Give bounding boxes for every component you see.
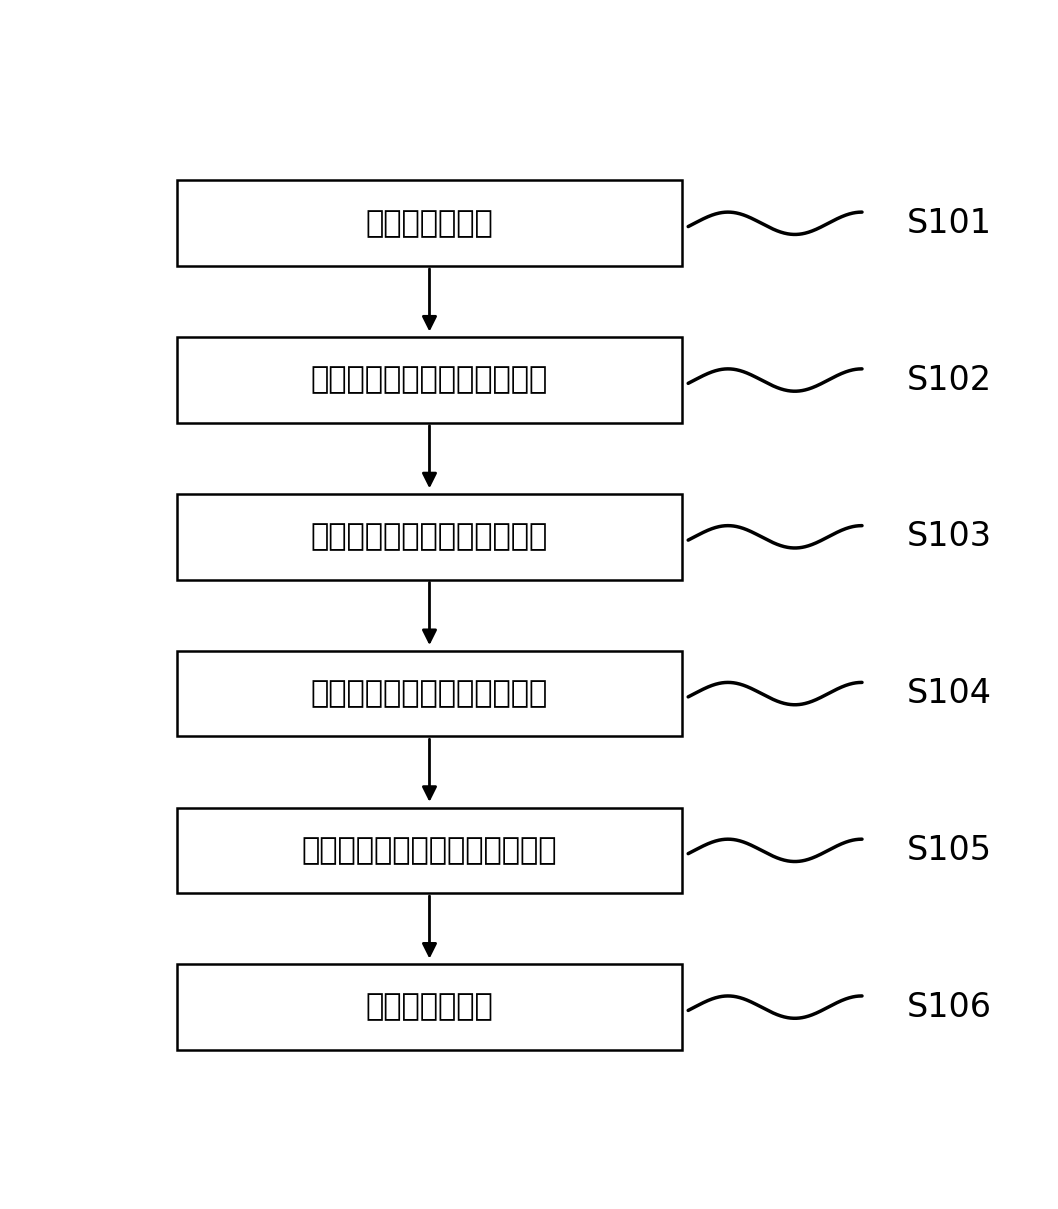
Text: 将烘烤后的基底进行匀胶处理: 将烘烤后的基底进行匀胶处理 [311, 365, 548, 394]
Bar [178, 808, 681, 893]
Text: S106: S106 [907, 990, 992, 1024]
Text: S104: S104 [907, 677, 992, 710]
Text: S102: S102 [907, 364, 992, 397]
Text: S105: S105 [907, 834, 992, 867]
Bar [178, 337, 681, 423]
Bar [178, 494, 681, 579]
Text: S103: S103 [907, 520, 992, 554]
Text: 对曙光后的基底进行曙光后烘: 对曙光后的基底进行曙光后烘 [311, 679, 548, 708]
Text: 对匀胶后的基底进行曙光处理: 对匀胶后的基底进行曙光处理 [311, 522, 548, 551]
Bar [178, 965, 681, 1049]
Text: 对基底进行烘烤: 对基底进行烘烤 [366, 209, 493, 238]
Text: 对曙光后烘的基底进行静置冷却: 对曙光后烘的基底进行静置冷却 [302, 835, 558, 864]
Bar [178, 180, 681, 266]
Bar [178, 650, 681, 736]
Text: 对基底进行显影: 对基底进行显影 [366, 993, 493, 1022]
Text: S101: S101 [907, 207, 992, 239]
